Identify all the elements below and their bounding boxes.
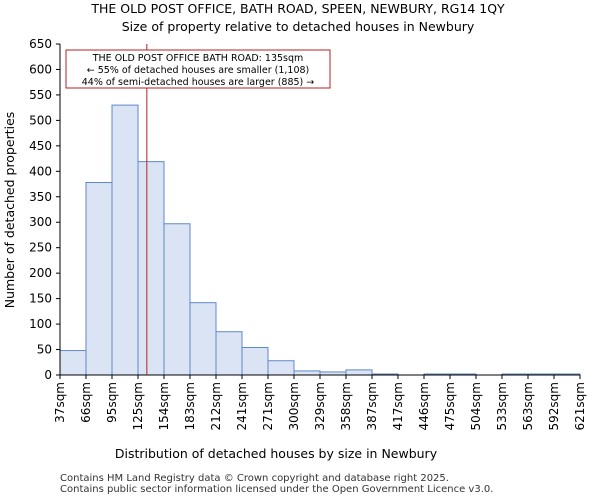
bar-66sqm — [85, 182, 113, 376]
x-tick-label: 300sqm — [287, 382, 301, 430]
y-tick-label: 650 — [29, 37, 52, 51]
x-axis: 37sqm 66sqm 95sqm 125sqm 154sqm 183sqm 212sqm 2… — [53, 374, 587, 430]
y-tick-label: 0 — [44, 368, 52, 382]
annotation-frame — [65, 49, 331, 89]
x-tick-label: 621sqm — [573, 382, 587, 430]
x-tick-label: 592sqm — [547, 382, 561, 430]
x-tick-label: 212sqm — [209, 382, 223, 430]
x-tick-label: 241sqm — [235, 382, 249, 430]
y-tick-label: 350 — [29, 190, 52, 204]
bar-241sqm — [241, 347, 269, 376]
x-axis-label: Distribution of detached houses by size … — [115, 446, 438, 461]
annotation-line-3: 44% of semi-detached houses are larger (… — [82, 77, 315, 88]
bar-271sqm — [267, 360, 295, 376]
x-tick-label: 183sqm — [183, 382, 197, 430]
chart-title: THE OLD POST OFFICE, BATH ROAD, SPEEN, N… — [90, 1, 505, 16]
y-tick-label: 600 — [29, 62, 52, 76]
x-tick-label: 387sqm — [365, 382, 379, 430]
x-tick-label: 533sqm — [495, 382, 509, 430]
bar-358sqm — [345, 369, 373, 376]
y-tick-label: 150 — [29, 292, 52, 306]
y-tick-label: 450 — [29, 139, 52, 153]
bar-300sqm — [293, 370, 321, 376]
bars-group — [59, 104, 581, 376]
y-tick-label: 500 — [29, 113, 52, 127]
x-tick-label: 125sqm — [131, 382, 145, 430]
y-tick-label: 100 — [29, 317, 52, 331]
bar-154sqm — [163, 223, 191, 376]
bar-125sqm — [137, 161, 165, 376]
bar-183sqm — [189, 302, 217, 376]
annotation-box: THE OLD POST OFFICE BATH ROAD: 135sqm ← … — [65, 49, 331, 89]
y-tick-label: 400 — [29, 164, 52, 178]
bar-95sqm — [111, 104, 139, 376]
x-tick-label: 446sqm — [417, 382, 431, 430]
x-tick-label: 271sqm — [261, 382, 275, 430]
x-tick-label: 329sqm — [313, 382, 327, 430]
x-tick-label: 475sqm — [443, 382, 457, 430]
x-tick-label: 358sqm — [339, 382, 353, 430]
y-axis: 0 50 100 150 200 250 300 350 400 450 500 550 600 650 — [29, 37, 61, 382]
footer-line-2: Contains public sector information licen… — [60, 484, 494, 495]
bar-212sqm — [215, 331, 243, 376]
bar-37sqm — [59, 350, 87, 376]
x-tick-label: 95sqm — [105, 382, 119, 423]
x-tick-label: 66sqm — [79, 382, 93, 423]
chart-subtitle: Size of property relative to detached ho… — [122, 19, 475, 34]
annotation-line-2: ← 55% of detached houses are smaller (1,… — [87, 65, 310, 76]
x-tick-label: 154sqm — [157, 382, 171, 430]
y-tick-label: 200 — [29, 266, 52, 280]
x-tick-label: 417sqm — [391, 382, 405, 430]
x-tick-label: 37sqm — [53, 382, 67, 423]
y-axis-label: Number of detached properties — [2, 112, 17, 309]
footer-line-1: Contains HM Land Registry data © Crown c… — [60, 473, 449, 484]
y-tick-label: 550 — [29, 88, 52, 102]
x-tick-label: 563sqm — [521, 382, 535, 430]
annotation-line-1: THE OLD POST OFFICE BATH ROAD: 135sqm — [92, 53, 304, 64]
y-tick-label: 50 — [37, 343, 52, 357]
x-tick-label: 504sqm — [469, 382, 483, 430]
y-tick-label: 250 — [29, 241, 52, 255]
y-tick-label: 300 — [29, 215, 52, 229]
